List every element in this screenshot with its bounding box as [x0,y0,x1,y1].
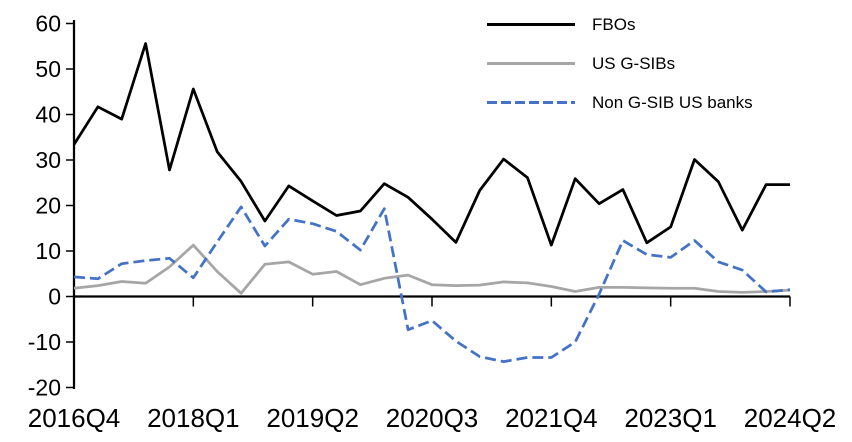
y-tick-label: 60 [35,11,61,37]
x-tick-label: 2018Q1 [147,403,240,433]
series-line-fbos [72,42,790,247]
series-line-non-g-sib-us-banks [73,205,791,363]
x-tick-label: 2019Q2 [266,403,359,433]
y-tick-label: 10 [35,238,61,264]
y-tick-label: -10 [28,329,61,355]
y-tick-label: 50 [35,56,61,82]
x-tick-label: 2020Q3 [386,403,479,433]
legend-line-swatch-fbos [487,23,575,26]
x-tick-label: 2023Q1 [624,403,717,433]
y-tick-label: 30 [35,147,61,173]
x-tick-label: 2021Q4 [505,403,598,433]
legend: FBOs US G-SIBs Non G-SIB US banks [487,5,753,122]
legend-item-us-gsibs: US G-SIBs [487,44,753,83]
legend-label-non-gsib-us-banks: Non G-SIB US banks [592,93,753,112]
y-tick-label: 0 [48,284,61,310]
y-tick-label: 40 [35,102,61,128]
legend-label-fbos: FBOs [592,15,636,34]
x-tick-label: 2016Q4 [28,403,121,433]
series-line-us-g-sibs [73,243,791,295]
y-tick-label: -20 [28,375,61,401]
legend-line-swatch-us-gsibs [487,62,575,65]
y-tick-label: 20 [35,193,61,219]
legend-item-fbos: FBOs [487,5,753,44]
legend-label-us-gsibs: US G-SIBs [592,54,676,73]
legend-line-swatch-non-gsib-us-banks [487,101,575,104]
x-tick-label: 2024Q2 [744,403,837,433]
legend-item-non-gsib-us-banks: Non G-SIB US banks [487,83,753,122]
